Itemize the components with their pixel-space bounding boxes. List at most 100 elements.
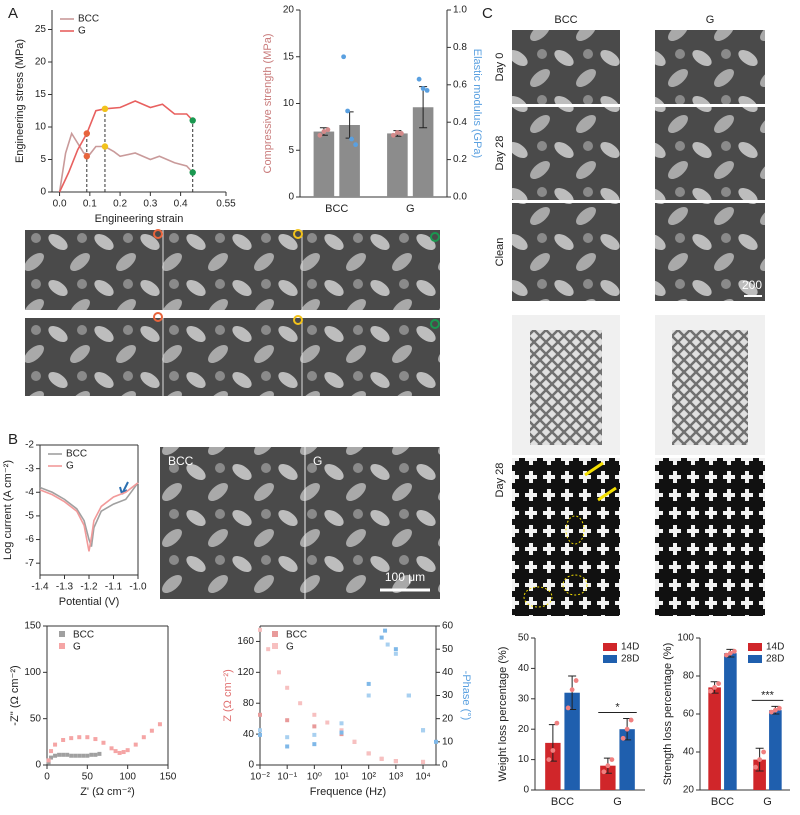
data-point xyxy=(620,735,626,741)
x-tick-label: 0.2 xyxy=(113,199,127,210)
data-point xyxy=(353,142,359,148)
x-axis-label: Frequence (Hz) xyxy=(310,786,386,798)
point xyxy=(421,728,426,733)
y-tick-label: 40 xyxy=(683,747,695,758)
point xyxy=(117,750,122,755)
y-tick-label: 0 xyxy=(40,187,46,198)
point xyxy=(258,712,262,717)
panel-c-images: BCC G Day 0 Day 28 Clean 200 μm Day 28 xyxy=(494,14,782,616)
point xyxy=(285,744,290,749)
point xyxy=(93,752,98,757)
column-label: BCC xyxy=(554,14,577,26)
y-tick-label: 5 xyxy=(288,145,294,156)
point xyxy=(77,753,82,758)
y-tick-label: 20 xyxy=(283,5,295,16)
point xyxy=(69,736,74,741)
data-point xyxy=(565,705,571,711)
row-label: Day 0 xyxy=(494,53,506,82)
legend-label: G xyxy=(78,26,86,37)
legend-label: 28D xyxy=(766,654,784,665)
line xyxy=(58,131,194,193)
legend-label: 14D xyxy=(766,642,784,653)
data-point xyxy=(349,136,355,142)
point xyxy=(266,647,271,652)
point xyxy=(133,742,138,747)
x-axis-label: Z' (Ω cm⁻²) xyxy=(80,786,135,798)
bar xyxy=(313,131,335,197)
point xyxy=(93,737,98,742)
panel-label: A xyxy=(8,5,18,22)
data-point xyxy=(601,769,607,775)
data-point xyxy=(768,709,774,715)
y2-tick-label: 10 xyxy=(442,736,454,747)
y-tick-label: 0 xyxy=(288,192,294,203)
y2-tick-label: 0.8 xyxy=(453,42,467,53)
bar xyxy=(387,133,408,197)
y2-tick-label: 40 xyxy=(442,667,454,678)
legend-swatch xyxy=(603,643,617,651)
y-tick-label: 20 xyxy=(683,785,695,796)
legend-swatch xyxy=(59,643,65,649)
x-tick-label: BCC xyxy=(711,796,734,808)
data-point xyxy=(554,720,560,726)
panel-label: B xyxy=(8,431,18,448)
y-tick-label: 5 xyxy=(40,154,46,165)
point xyxy=(149,728,154,733)
y2-tick-label: 0 xyxy=(442,760,448,771)
data-point xyxy=(550,748,556,753)
legend-label: BCC xyxy=(286,630,307,641)
point xyxy=(121,750,126,755)
y-tick-label: 100 xyxy=(24,667,41,678)
y2-axis-label: Elastic modulus (GPa) xyxy=(471,49,483,158)
point xyxy=(109,746,114,751)
point xyxy=(77,735,82,740)
point xyxy=(258,732,262,737)
data-point xyxy=(772,707,778,713)
y-tick-label: 30 xyxy=(518,693,530,704)
y2-tick-label: 0.4 xyxy=(453,117,467,128)
y2-tick-label: 20 xyxy=(442,713,454,724)
point xyxy=(73,753,78,758)
y2-tick-label: 60 xyxy=(442,621,454,632)
x-tick-label: -1.4 xyxy=(31,582,49,593)
y-tick-label: 80 xyxy=(243,698,255,709)
x-tick-label: 10⁴ xyxy=(415,772,430,783)
x-tick-label: 0.4 xyxy=(174,199,188,210)
data-point xyxy=(708,688,714,694)
point xyxy=(298,701,303,706)
data-point xyxy=(321,129,327,134)
point xyxy=(57,752,62,757)
data-point xyxy=(753,764,759,770)
data-point xyxy=(573,678,579,683)
legend-swatch xyxy=(272,631,278,637)
marker xyxy=(83,130,91,137)
point xyxy=(366,693,371,698)
point xyxy=(285,735,290,740)
point xyxy=(125,748,130,753)
data-point xyxy=(345,108,351,114)
point xyxy=(285,718,290,723)
legend-swatch xyxy=(59,631,65,637)
legend-label: BCC xyxy=(78,14,99,25)
point xyxy=(61,737,66,742)
row-label: Clean xyxy=(494,238,506,267)
point xyxy=(53,753,58,758)
data-point xyxy=(731,648,737,654)
point xyxy=(421,759,426,764)
y-tick-label: 50 xyxy=(30,713,42,724)
data-point xyxy=(712,685,718,690)
image-label: G xyxy=(313,454,322,468)
x-tick-label: 100 xyxy=(119,772,136,783)
legend-swatch xyxy=(272,643,278,649)
line xyxy=(58,100,194,193)
point xyxy=(85,735,90,740)
x-tick-label: BCC xyxy=(551,796,574,808)
data-point xyxy=(398,131,404,136)
legend-swatch xyxy=(603,655,617,663)
x-axis-label: Engineering strain xyxy=(95,213,184,225)
x-tick-label: 0 xyxy=(44,772,50,783)
x-tick-label: 10³ xyxy=(389,772,404,783)
y-tick-label: 20 xyxy=(518,724,530,735)
data-point xyxy=(628,717,634,723)
